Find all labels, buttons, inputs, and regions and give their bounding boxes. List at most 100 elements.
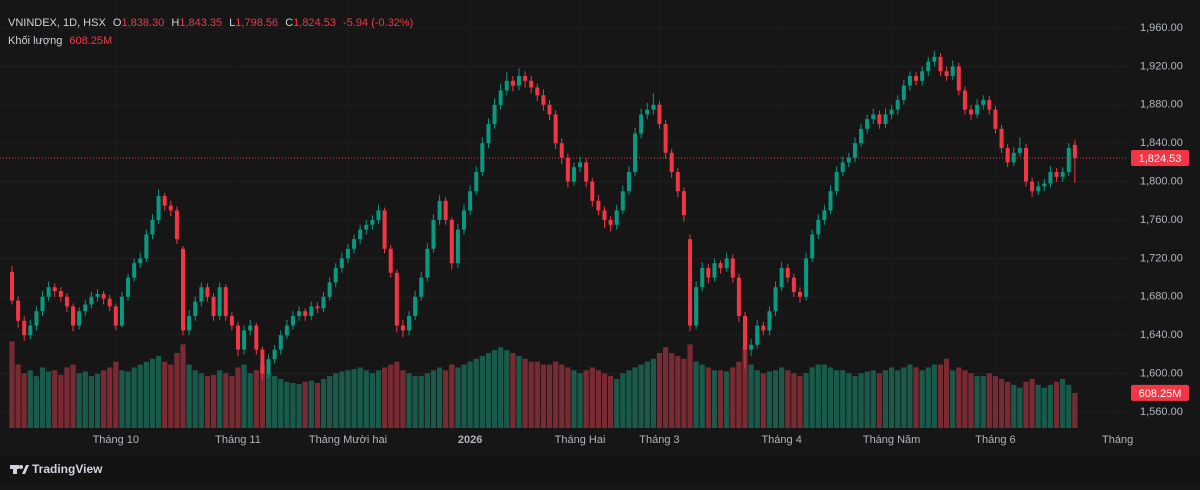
candle-body: [187, 315, 192, 331]
candle-body: [1066, 148, 1071, 173]
candle-body: [889, 109, 894, 115]
candle-body: [144, 234, 149, 259]
candle-body: [950, 66, 955, 77]
candle-body: [669, 152, 674, 173]
candle-body: [400, 325, 405, 331]
candle-body: [333, 267, 338, 283]
candle-body: [382, 210, 387, 249]
y-tick-label: 1,560.00: [1140, 406, 1183, 418]
candle-body: [608, 219, 613, 225]
volume-bar: [424, 373, 430, 428]
candle-body: [761, 325, 766, 331]
volume-bar: [436, 367, 443, 428]
volume-bar: [998, 378, 1005, 428]
volume-bar: [1017, 387, 1023, 428]
candle-body: [749, 344, 754, 350]
last-volume-label: 608.25M: [1139, 388, 1182, 400]
candle-body: [235, 325, 240, 350]
open: 1,838.30: [121, 17, 164, 29]
candle-body: [480, 143, 485, 173]
candle-body: [718, 263, 723, 268]
volume-bar: [143, 361, 149, 428]
volume-bar: [675, 355, 681, 428]
candle-body: [266, 359, 271, 374]
candle-body: [278, 335, 283, 350]
volume-bar: [809, 367, 815, 428]
volume-bar: [302, 381, 308, 428]
volume-bar: [699, 364, 705, 428]
y-tick-label: 1,800.00: [1140, 176, 1183, 188]
candle-body: [248, 325, 253, 331]
candle-body: [345, 248, 350, 259]
candle-body: [663, 124, 668, 153]
volume-bar: [485, 353, 492, 428]
volume-bar: [333, 373, 339, 428]
candle-body: [828, 191, 833, 211]
volume-bar: [229, 376, 235, 428]
volume-bar: [760, 373, 766, 428]
candle-body: [975, 104, 980, 115]
candle-body: [162, 196, 167, 206]
volume-bar: [772, 370, 779, 428]
volume-bar: [595, 370, 601, 428]
candle-body: [58, 291, 63, 297]
candle-body: [101, 293, 106, 299]
candle-body: [541, 95, 546, 105]
volume-bar: [119, 370, 125, 428]
candle-body: [468, 191, 473, 211]
candle-body: [132, 263, 137, 278]
volume-bar: [149, 358, 156, 428]
candle-body: [730, 258, 735, 278]
volume-bar: [174, 353, 180, 428]
volume-bar: [528, 361, 534, 428]
volume-bar: [925, 367, 931, 428]
volume-bar: [479, 355, 485, 428]
candle-body: [620, 191, 625, 211]
x-tick-label: Tháng 3: [639, 434, 679, 446]
candle-body: [339, 258, 344, 268]
candle-body: [871, 114, 876, 120]
candle-body: [394, 272, 399, 326]
volume-bar: [681, 358, 687, 428]
x-tick-label: Tháng Hai: [555, 434, 606, 446]
candle-body: [217, 287, 222, 316]
candle-body: [321, 296, 326, 309]
candle-body: [193, 301, 198, 316]
volume-bar: [168, 364, 174, 428]
candle-body: [614, 210, 619, 225]
x-tick-label: Tháng Năm: [863, 434, 920, 446]
volume-bar: [577, 373, 583, 428]
volume-bar: [369, 373, 375, 428]
candle-body: [358, 229, 363, 240]
volume-bar: [504, 350, 510, 428]
candle-body: [645, 109, 650, 115]
candle-body: [223, 287, 228, 316]
volume-bar: [290, 383, 296, 428]
volume-bar: [210, 374, 217, 428]
volume-bar: [1041, 387, 1047, 428]
footer: [0, 455, 1200, 485]
candle-body: [425, 248, 430, 278]
x-tick-label: Tháng Mười hai: [309, 434, 387, 446]
volume-bar: [858, 373, 864, 428]
candle-body: [901, 85, 906, 101]
candle-body: [199, 287, 204, 302]
volume-bar: [614, 378, 620, 428]
x-tick-label: Tháng 6: [975, 434, 1015, 446]
candle-body: [1023, 148, 1028, 182]
axes: 1,560.00 1,600.00 1,640.00 1,680.00 1,720.00…: [0, 22, 1189, 446]
candle-body: [962, 90, 967, 110]
volume-bar: [937, 364, 944, 428]
candle-body: [571, 167, 576, 182]
volume-bar: [895, 370, 901, 428]
low: 1,798.56: [235, 17, 278, 29]
volume-bar: [834, 370, 840, 428]
candle-body: [834, 172, 839, 192]
high: 1,843.35: [179, 17, 222, 29]
volume-bar: [711, 370, 718, 428]
candle-body: [694, 287, 699, 326]
candle-body: [1011, 152, 1016, 163]
candle-body: [590, 181, 595, 201]
volume-bar: [1053, 381, 1060, 428]
candle-body: [657, 104, 662, 125]
